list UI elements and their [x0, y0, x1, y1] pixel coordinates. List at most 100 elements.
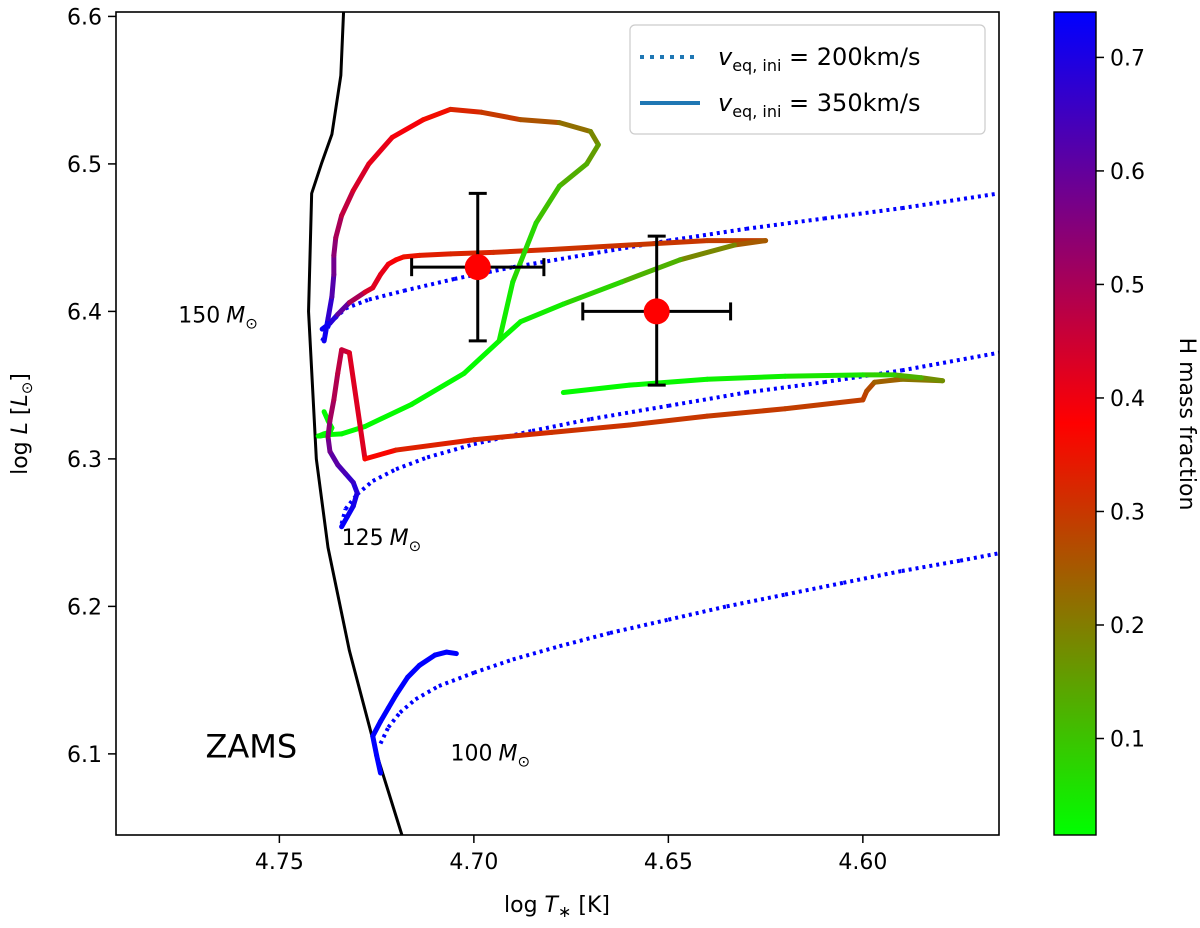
track-segment: [901, 350, 999, 373]
track-segment: [872, 376, 905, 385]
plot-frame: [115, 11, 1000, 836]
track-segment: [782, 372, 866, 379]
plot-area: [116, 12, 999, 835]
track-segment: [726, 592, 786, 609]
track-segment: [327, 397, 337, 424]
track-segment: [386, 711, 402, 729]
zams-label: ZAMS: [205, 727, 297, 765]
track-segment: [448, 106, 485, 115]
track-segment: [366, 134, 395, 167]
track-segment: [731, 238, 769, 248]
track-segment: [512, 644, 560, 662]
track-segment: [704, 373, 788, 382]
track-segment: [823, 206, 903, 221]
x-axis-label: log T∗ [K]: [504, 893, 610, 921]
track-segment: [378, 726, 391, 745]
x-tick-label: 4.70: [449, 850, 498, 875]
track-segment: [368, 288, 405, 302]
mass-label: 125 M⊙: [342, 526, 422, 555]
track-segment: [745, 380, 825, 395]
y-axis-label: log L [L⊙]: [8, 373, 36, 475]
track-segment: [362, 447, 399, 462]
track-segment: [918, 375, 946, 384]
observed-star-2: [581, 234, 733, 387]
track-solid-3: [315, 238, 769, 439]
track-segment: [370, 733, 380, 758]
track-segment: [335, 347, 345, 376]
track-segment: [331, 370, 341, 403]
colorbar-tick-label: 0.6: [1110, 160, 1145, 185]
track-segment: [416, 251, 454, 258]
track-solid-5: [325, 347, 946, 530]
observed-point-marker: [464, 254, 491, 281]
track-segment: [510, 220, 539, 285]
track-segment: [389, 117, 426, 140]
track-segment: [901, 558, 961, 573]
y-tick-label: 6.5: [67, 153, 102, 178]
track-segment: [339, 187, 356, 219]
track-segment: [558, 631, 611, 649]
colorbar-tick-label: 0.3: [1110, 500, 1145, 525]
track-segment: [533, 183, 562, 226]
mass-label: 150 M⊙: [178, 303, 258, 332]
track-segment: [385, 692, 399, 711]
track-solid-4: [321, 106, 601, 344]
x-tick-label: 4.60: [838, 850, 887, 875]
track-segment: [479, 109, 524, 123]
track-segment: [745, 216, 825, 231]
zams-line: [307, 12, 404, 835]
track-segment: [448, 249, 496, 257]
track-segment: [626, 238, 710, 248]
colorbar-tick-label: 0.5: [1110, 273, 1145, 298]
plot-curves: [307, 12, 999, 835]
track-segment: [370, 718, 384, 739]
track-segment: [560, 279, 625, 307]
mass-label: 100 M⊙: [451, 741, 531, 770]
track-segment: [891, 372, 924, 381]
y-tick-label: 6.2: [67, 595, 102, 620]
colorbar-tick-label: 0.4: [1110, 387, 1145, 412]
track-segment: [370, 272, 384, 291]
track-segment: [444, 649, 459, 657]
track-segment: [321, 316, 331, 344]
track-segment: [414, 684, 440, 702]
track-segment: [395, 455, 428, 472]
track-segment: [667, 604, 728, 622]
track-segment: [518, 117, 562, 126]
track-segment: [549, 242, 632, 252]
track-segment: [403, 277, 455, 293]
track-segment: [409, 370, 467, 407]
data-points: [410, 191, 733, 387]
y-tick-label: 6.4: [67, 300, 102, 325]
track-segment: [405, 662, 422, 680]
observed-star-1: [410, 191, 546, 343]
x-tick-label: 4.65: [644, 850, 693, 875]
track-segment: [393, 674, 411, 698]
track-segment: [393, 437, 477, 453]
colorbar-ticks: 0.1 0.2 0.3 0.4 0.5 0.6 0.7: [1096, 46, 1145, 753]
y-tick-label: 6.3: [67, 448, 102, 473]
track-segment: [584, 142, 601, 167]
track-segment: [496, 279, 516, 344]
track-segment: [626, 413, 710, 428]
x-tick-label: 4.75: [255, 850, 304, 875]
track-dotted-2: [378, 551, 999, 745]
track-segment: [378, 705, 391, 724]
track-segment: [471, 429, 555, 443]
track-segment: [843, 569, 903, 585]
colorbar-frame: [1053, 11, 1097, 836]
track-segment: [371, 467, 397, 483]
track-segment: [512, 251, 591, 270]
track-segment: [346, 350, 368, 462]
track-segment: [518, 301, 566, 325]
y-axis-ticks: 6.1 6.2 6.3 6.4 6.5 6.6: [67, 5, 116, 768]
track-segment: [668, 226, 747, 243]
track-segment: [416, 652, 438, 668]
track-segment: [335, 300, 352, 317]
track-segment: [401, 252, 422, 260]
track-segment: [556, 120, 594, 134]
track-segment: [531, 417, 591, 433]
legend-label-200: veq, ini = 200km/s: [718, 43, 920, 75]
